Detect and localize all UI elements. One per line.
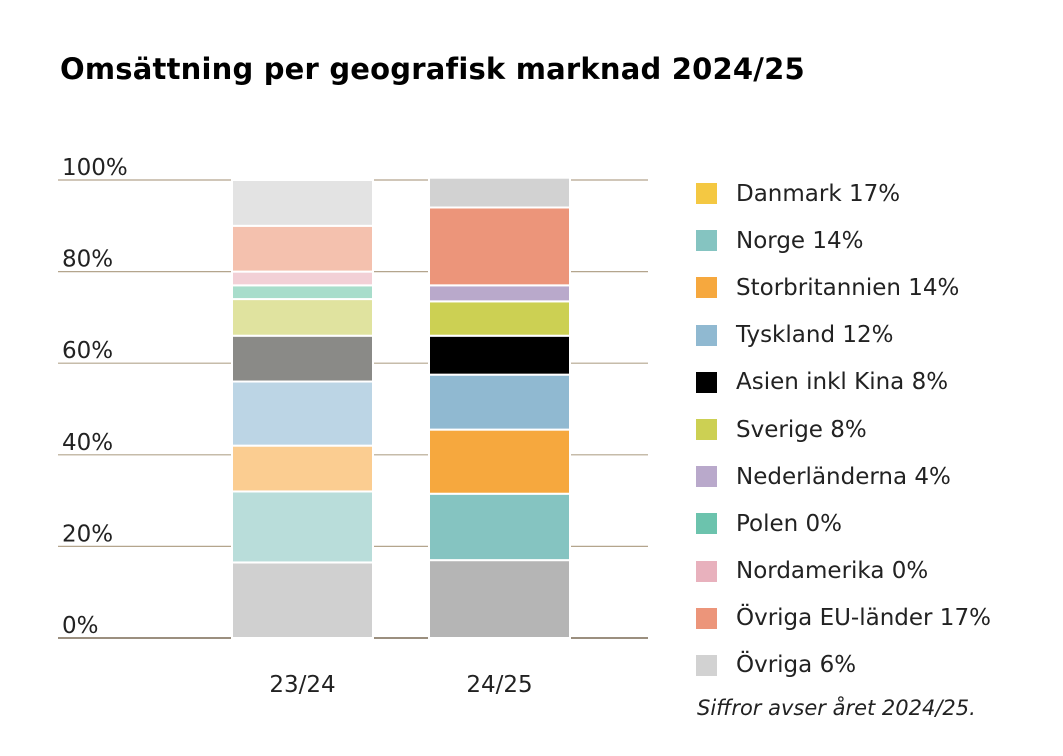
legend-item: Sverige 8% — [696, 406, 991, 453]
y-tick-label: 0% — [62, 613, 99, 639]
legend-item: Övriga 6% — [696, 642, 991, 689]
bar-segment — [231, 179, 374, 227]
bar-segment — [428, 284, 571, 303]
legend-label: Polen 0% — [736, 510, 843, 537]
legend-item: Storbritannien 14% — [696, 264, 991, 311]
footnote: Siffror avser året 2024/25. — [697, 696, 976, 720]
y-tick-label: 60% — [62, 338, 113, 364]
y-axis-ticks: 0% 20% 40% 60% 80% 100% — [62, 155, 128, 639]
bar-segment — [428, 428, 571, 495]
x-axis-categories: 23/24 24/25 — [269, 672, 532, 698]
legend-swatch — [696, 607, 717, 629]
y-tick-label: 40% — [62, 430, 113, 456]
legend-swatch — [696, 277, 717, 299]
bar-segment — [231, 380, 374, 447]
bar-segment — [231, 270, 374, 287]
legend-label: Nordamerika 0% — [736, 558, 929, 585]
legend-item: Övriga EU-länder 17% — [696, 595, 991, 642]
legend-item: Nordamerika 0% — [696, 548, 991, 595]
legend-swatch — [696, 466, 717, 488]
legend-swatch — [696, 183, 717, 205]
chart-title: Omsättning per geografisk marknad 2024/2… — [60, 52, 805, 86]
legend: Danmark 17% Norge 14% Storbritannien 14% Ty… — [696, 170, 991, 689]
bar-segment — [231, 490, 374, 564]
x-category-label: 23/24 — [269, 672, 335, 698]
legend-swatch — [696, 654, 717, 676]
legend-label: Nederländerna 4% — [736, 463, 951, 490]
legend-swatch — [696, 560, 717, 582]
legend-label: Sverige 8% — [736, 416, 867, 443]
bar-segment — [428, 176, 571, 209]
bar-segment — [231, 284, 374, 301]
bar-segment — [231, 224, 374, 273]
bars — [231, 176, 571, 640]
legend-item: Tyskland 12% — [696, 312, 991, 359]
bar-segment — [428, 300, 571, 337]
legend-label: Asien inkl Kina 8% — [736, 369, 949, 396]
legend-swatch — [696, 230, 717, 252]
bar-segment — [428, 492, 571, 562]
legend-label: Norge 14% — [736, 227, 864, 254]
legend-swatch — [696, 371, 717, 393]
legend-label: Övriga EU-länder 17% — [736, 605, 991, 632]
bar-segment — [231, 334, 374, 383]
bar-segment — [231, 298, 374, 337]
legend-label: Tyskland 12% — [736, 322, 894, 349]
legend-label: Danmark 17% — [736, 180, 901, 207]
legend-swatch — [696, 419, 717, 441]
legend-swatch — [696, 324, 717, 346]
bar-segment — [428, 206, 571, 287]
legend-label: Storbritannien 14% — [736, 274, 960, 301]
bar-segment — [231, 444, 374, 493]
bar-segment — [231, 561, 374, 639]
bar-segment — [428, 334, 571, 376]
bar-segment — [428, 559, 571, 640]
legend-item: Polen 0% — [696, 500, 991, 547]
bar-segment — [428, 373, 571, 431]
y-tick-label: 100% — [62, 155, 128, 181]
legend-label: Övriga 6% — [736, 652, 857, 679]
legend-item: Asien inkl Kina 8% — [696, 359, 991, 406]
legend-item: Danmark 17% — [696, 170, 991, 217]
y-tick-label: 80% — [62, 247, 113, 273]
y-tick-label: 20% — [62, 521, 113, 547]
legend-swatch — [696, 513, 717, 535]
x-category-label: 24/25 — [466, 672, 532, 698]
legend-item: Nederländerna 4% — [696, 453, 991, 500]
legend-item: Norge 14% — [696, 217, 991, 264]
